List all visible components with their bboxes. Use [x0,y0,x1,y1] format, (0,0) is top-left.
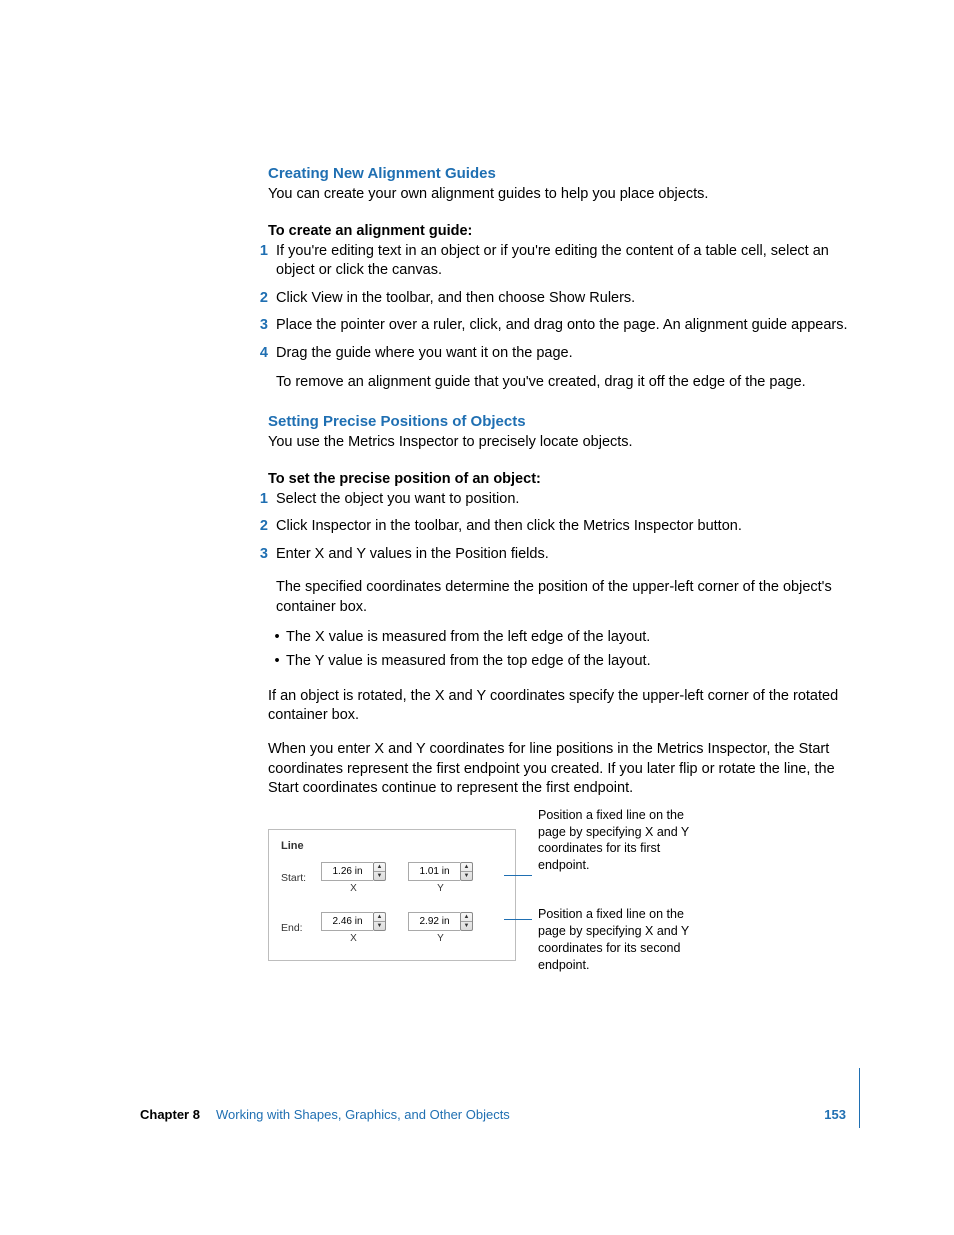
step-number: 4 [248,344,268,364]
section1-subhead: To create an alignment guide: [268,223,853,239]
section2-steps: 1Select the object you want to position.… [268,490,853,565]
step-up-icon[interactable]: ▲ [374,913,385,922]
step-text: Drag the guide where you want it on the … [276,344,573,364]
metrics-inspector-panel: Line Start: ▲ ▼ X [268,829,516,961]
step-item: 1If you're editing text in an object or … [268,242,853,281]
step-item: 1Select the object you want to position. [268,490,853,510]
callouts: Position a fixed line on the page by spe… [524,829,704,974]
step-text: Click View in the toolbar, and then choo… [276,289,635,309]
x-axis-label: X [350,883,357,894]
step-item: 2Click View in the toolbar, and then cho… [268,289,853,309]
step-number: 3 [248,545,268,565]
section2-para3: When you enter X and Y coordinates for l… [268,740,853,799]
end-y-field: ▲ ▼ Y [408,912,473,944]
inspector-figure: Line Start: ▲ ▼ X [268,829,853,974]
bullet-item: •The X value is measured from the left e… [268,627,853,649]
step-down-icon[interactable]: ▼ [374,922,385,930]
bullet-dot: • [268,651,286,673]
step-number: 2 [248,517,268,537]
step-up-icon[interactable]: ▲ [461,863,472,872]
step-text: Enter X and Y values in the Position fie… [276,545,549,565]
panel-row-label: Start: [281,872,321,884]
section2-subhead: To set the precise position of an object… [268,471,853,487]
section-heading-positions: Setting Precise Positions of Objects [268,413,853,430]
step-item: 2Click Inspector in the toolbar, and the… [268,517,853,537]
y-axis-label: Y [437,933,444,944]
footer-chapter-label: Chapter 8 [140,1107,200,1122]
stepper-buttons: ▲ ▼ [373,912,386,931]
step-text: Select the object you want to position. [276,490,519,510]
section2-para2: If an object is rotated, the X and Y coo… [268,687,853,726]
bullet-text: The Y value is measured from the top edg… [286,651,651,673]
y-axis-label: Y [437,883,444,894]
section-heading-alignment: Creating New Alignment Guides [268,165,853,182]
x-axis-label: X [350,933,357,944]
step-up-icon[interactable]: ▲ [461,913,472,922]
end-y-input[interactable] [408,912,460,931]
end-x-input[interactable] [321,912,373,931]
footer-page-number: 153 [824,1107,860,1122]
footer-rule [859,1068,860,1128]
callout-leader-line [504,875,532,876]
stepper: ▲ ▼ [321,912,386,931]
start-y-field: ▲ ▼ Y [408,862,473,894]
panel-row-end: End: ▲ ▼ X ▲ [281,912,505,944]
step-up-icon[interactable]: ▲ [374,863,385,872]
section2-intro: You use the Metrics Inspector to precise… [268,433,853,453]
step-number: 3 [248,316,268,336]
section2-para1: The specified coordinates determine the … [276,578,853,617]
step-down-icon[interactable]: ▼ [461,872,472,880]
stepper-buttons: ▲ ▼ [373,862,386,881]
start-y-input[interactable] [408,862,460,881]
section1-intro: You can create your own alignment guides… [268,185,853,205]
step-item: 3Enter X and Y values in the Position fi… [268,545,853,565]
page-content: Creating New Alignment Guides You can cr… [268,165,853,974]
stepper: ▲ ▼ [408,912,473,931]
section1-steps: 1If you're editing text in an object or … [268,242,853,364]
step-number: 1 [248,490,268,510]
callout-first-endpoint: Position a fixed line on the page by spe… [524,807,704,875]
panel-row-start: Start: ▲ ▼ X ▲ [281,862,505,894]
step-down-icon[interactable]: ▼ [461,922,472,930]
stepper: ▲ ▼ [408,862,473,881]
bullet-item: •The Y value is measured from the top ed… [268,651,853,673]
step-text: Place the pointer over a ruler, click, a… [276,316,848,336]
bullet-dot: • [268,627,286,649]
step-item: 4Drag the guide where you want it on the… [268,344,853,364]
panel-title: Line [281,840,505,852]
start-x-field: ▲ ▼ X [321,862,386,894]
panel-row-label: End: [281,922,321,934]
stepper: ▲ ▼ [321,862,386,881]
step-text: Click Inspector in the toolbar, and then… [276,517,742,537]
step-number: 1 [248,242,268,262]
step-text: If you're editing text in an object or i… [276,242,853,281]
step-item: 3Place the pointer over a ruler, click, … [268,316,853,336]
bullet-text: The X value is measured from the left ed… [286,627,650,649]
section1-after: To remove an alignment guide that you've… [276,373,853,393]
footer-chapter-title: Working with Shapes, Graphics, and Other… [216,1107,510,1122]
step-down-icon[interactable]: ▼ [374,872,385,880]
end-x-field: ▲ ▼ X [321,912,386,944]
page-footer: Chapter 8 Working with Shapes, Graphics,… [140,1107,860,1122]
stepper-buttons: ▲ ▼ [460,862,473,881]
callout-second-endpoint: Position a fixed line on the page by spe… [524,906,704,974]
step-number: 2 [248,289,268,309]
stepper-buttons: ▲ ▼ [460,912,473,931]
start-x-input[interactable] [321,862,373,881]
bullet-list: •The X value is measured from the left e… [268,627,853,673]
